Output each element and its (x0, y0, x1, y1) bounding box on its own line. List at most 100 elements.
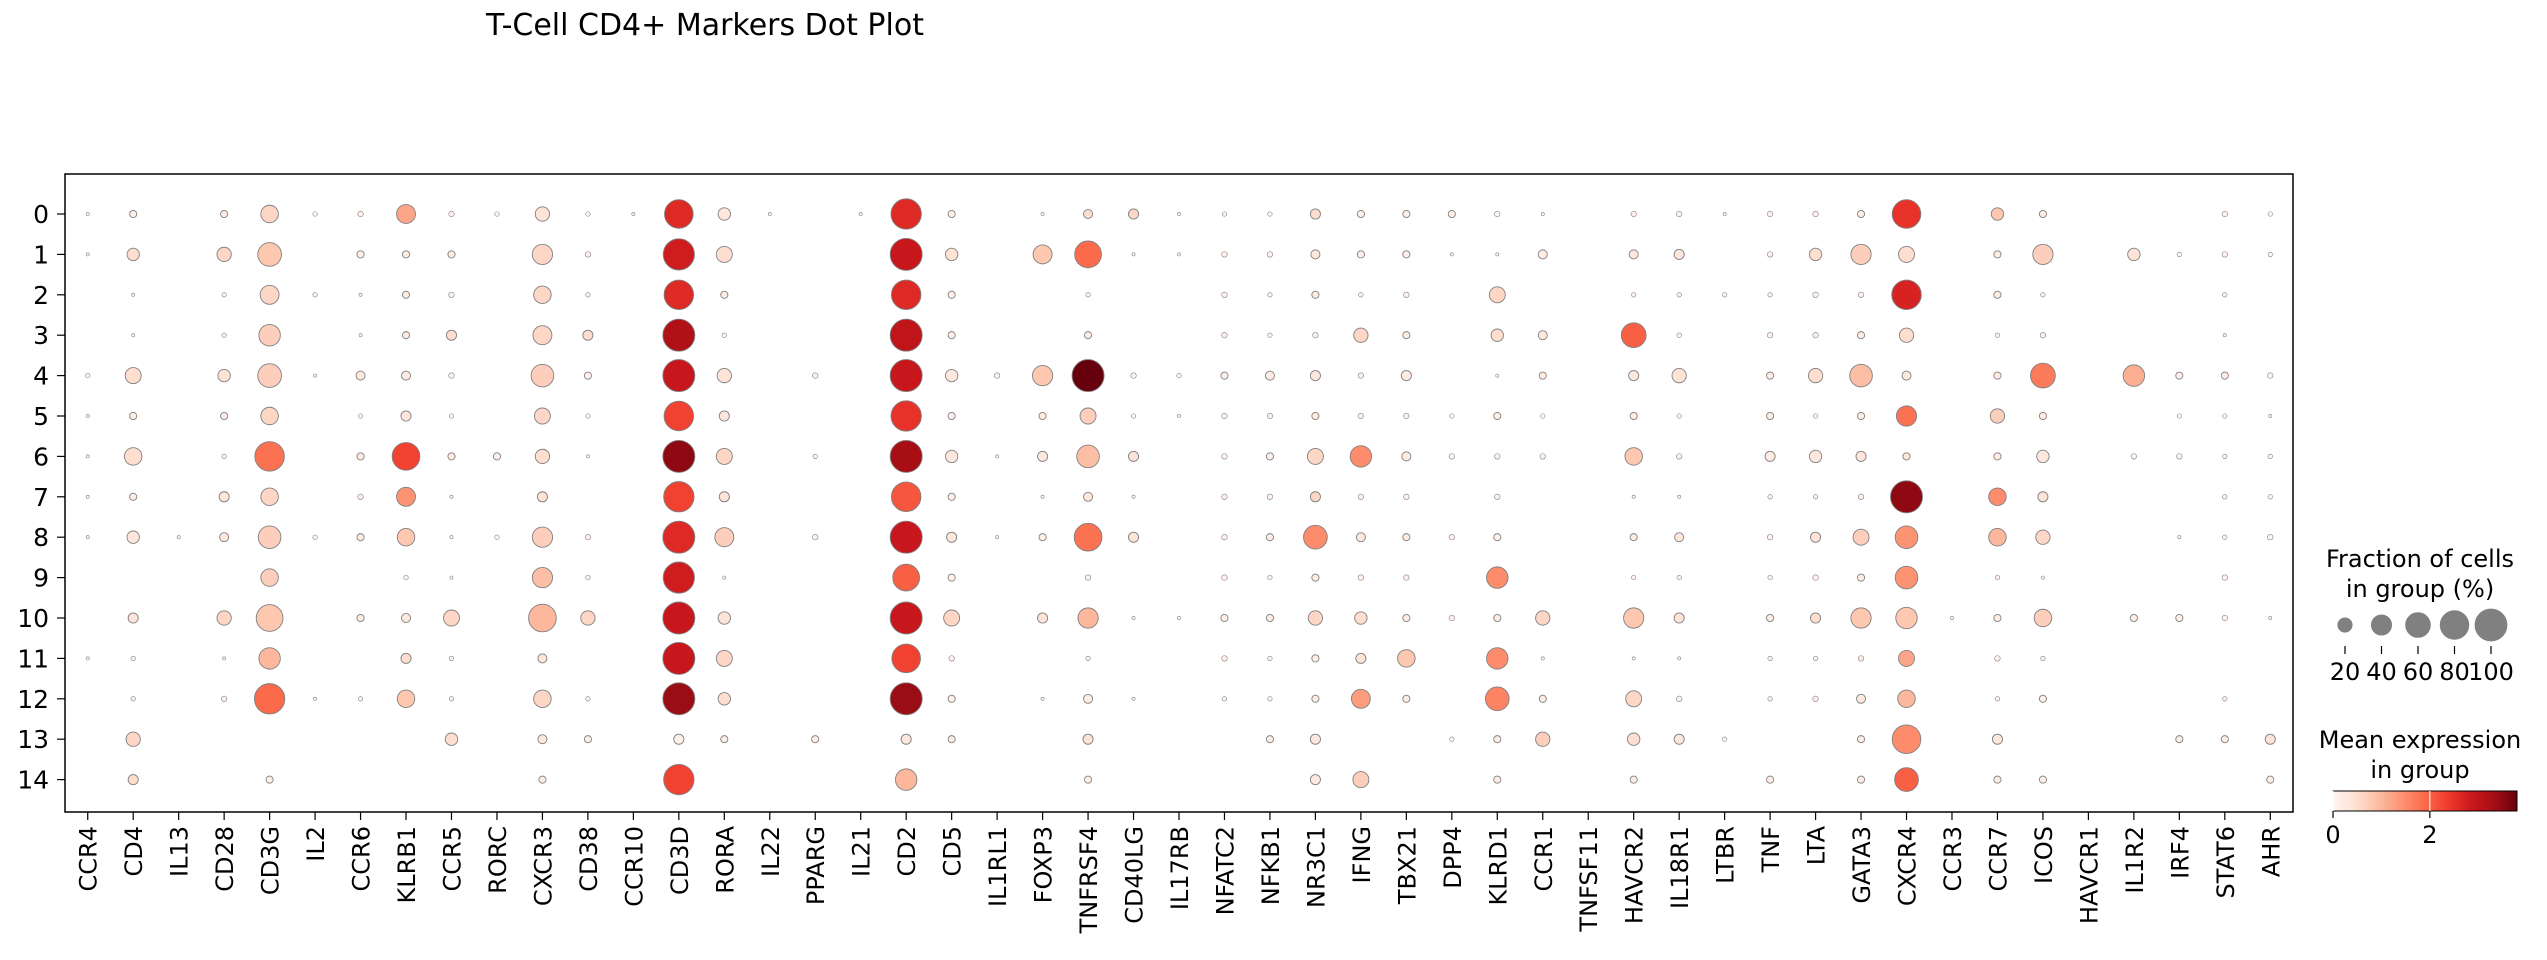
dot-9-CD2 (892, 563, 921, 592)
dot-8-RORC (494, 534, 500, 540)
dot-13-NR3C1 (1309, 733, 1321, 745)
size-legend-dot (2439, 610, 2470, 640)
dot-10-AHR (2268, 616, 2273, 620)
dot-5-CD3D (663, 400, 695, 432)
dot-11-CD3G (258, 647, 281, 670)
dot-7-NFKB1 (1266, 493, 1274, 500)
dot-5-CD4 (129, 411, 138, 421)
dot-13-CCR5 (444, 732, 459, 746)
dot-2-GATA3 (1857, 291, 1865, 298)
dot-13-AHR (2264, 733, 2276, 745)
dot-1-IL1R2 (2127, 247, 2141, 262)
dot-3-TNFRSF4 (1084, 331, 1093, 340)
dot-13-CD5 (947, 735, 956, 744)
dot-11-TNFRSF4 (1085, 655, 1091, 661)
dot-5-DPP4 (1449, 413, 1455, 419)
dot-2-CD2 (890, 279, 922, 310)
dot-6-CCR7 (1993, 452, 2002, 461)
dot-3-CD38 (582, 329, 594, 341)
dot-6-CD28 (221, 453, 227, 459)
dot-10-IFNG (1354, 611, 1368, 625)
dot-10-HAVCR2 (1623, 607, 1645, 629)
dot-4-TNFRSF4 (1071, 359, 1105, 393)
dot-14-KLRD1 (1493, 775, 1502, 784)
dot-0-CD5 (947, 209, 956, 219)
x-tick-label: CXCR4 (1894, 826, 1922, 906)
dot-4-AHR (2267, 372, 2274, 379)
dot-8-FOXP3 (1038, 533, 1047, 542)
dot-0-NFATC2 (1221, 211, 1228, 217)
dot-0-FOXP3 (1040, 212, 1045, 216)
dot-11-CXCR3 (537, 653, 548, 664)
dot-14-TNF (1766, 775, 1775, 784)
x-tick-label: STAT6 (2212, 826, 2240, 899)
y-tick-label: 4 (33, 362, 49, 391)
dot-14-GATA3 (1857, 775, 1866, 784)
x-tick-label: CD3G (257, 826, 285, 895)
dot-4-LTA (1807, 367, 1824, 384)
y-tick-label: 8 (33, 523, 49, 552)
dot-6-CD2 (889, 439, 923, 473)
dot-7-KLRB1 (396, 486, 416, 507)
dot-10-IL1R2 (2129, 613, 2138, 623)
x-tick-label: TNFSF11 (1575, 826, 1603, 933)
dot-8-IRF4 (2177, 535, 2182, 540)
dot-0-IL18R1 (1676, 210, 1683, 218)
dot-9-TNFRSF4 (1084, 574, 1092, 581)
dot-0-IL2 (312, 211, 318, 217)
x-tick-label: CCR10 (620, 826, 648, 907)
dot-0-CCR5 (448, 210, 455, 218)
dot-6-LTA (1808, 449, 1823, 464)
dot-13-CCR7 (1991, 733, 2003, 745)
dot-7-TBX21 (1403, 493, 1410, 500)
dot-6-RORA (715, 447, 733, 465)
dot-10-CXCR3 (528, 603, 557, 633)
dot-0-KLRB1 (396, 204, 416, 224)
dot-0-GATA3 (1857, 209, 1866, 219)
dot-10-CD5 (943, 609, 961, 627)
dot-12-TBX21 (1402, 694, 1411, 703)
dot-5-CD2 (890, 400, 922, 432)
dot-4-PPARG (812, 372, 819, 379)
dot-11-TBX21 (1397, 649, 1416, 668)
dot-3-IFNG (1353, 327, 1369, 343)
dot-14-CXCR4 (1894, 767, 1919, 792)
dot-1-GATA3 (1850, 243, 1872, 265)
dot-2-CCR6 (358, 292, 363, 297)
dot-12-CD2 (889, 682, 923, 716)
dot-11-KLRD1 (1486, 647, 1509, 670)
dot-6-IL18R1 (1676, 453, 1683, 460)
dot-7-NR3C1 (1309, 491, 1321, 503)
size-legend-dot (2474, 608, 2508, 642)
x-tick-label: CD4 (120, 826, 148, 877)
dot-6-PPARG (812, 453, 818, 459)
dot-1-CCR1 (1537, 249, 1548, 260)
dot-12-TNF (1767, 696, 1773, 702)
dot-14-HAVCR2 (1629, 775, 1638, 784)
x-tick-label: RORA (711, 825, 739, 893)
dot-7-AHR (2267, 494, 2273, 500)
dot-0-CCR6 (357, 210, 364, 218)
dot-1-KLRD1 (1495, 252, 1500, 257)
dot-10-CCR3 (1950, 616, 1954, 620)
dot-8-NFKB1 (1265, 533, 1274, 542)
dot-layer (85, 198, 2276, 796)
dot-1-AHR (2267, 251, 2273, 257)
size-legend-title-line-1: Fraction of cells (2326, 545, 2514, 573)
dot-0-HAVCR2 (1630, 210, 1637, 218)
dot-13-HAVCR2 (1627, 732, 1641, 746)
dot-9-CCR5 (449, 575, 454, 580)
dot-8-CD2 (889, 520, 923, 554)
dot-10-CCR7 (1993, 613, 2002, 623)
dot-6-IL1R2 (2130, 453, 2137, 460)
y-tick-label: 12 (17, 685, 49, 714)
dot-6-GATA3 (1855, 450, 1867, 462)
dot-10-IL17RB (1177, 616, 1181, 620)
y-tick-label: 10 (17, 604, 49, 633)
dot-5-RORA (718, 410, 730, 422)
size-legend-title: Fraction of cells in group (%) (2300, 544, 2540, 604)
dot-2-KLRD1 (1488, 286, 1506, 304)
dot-2-LTBR (1722, 292, 1728, 298)
dot-1-NFATC2 (1221, 251, 1228, 258)
